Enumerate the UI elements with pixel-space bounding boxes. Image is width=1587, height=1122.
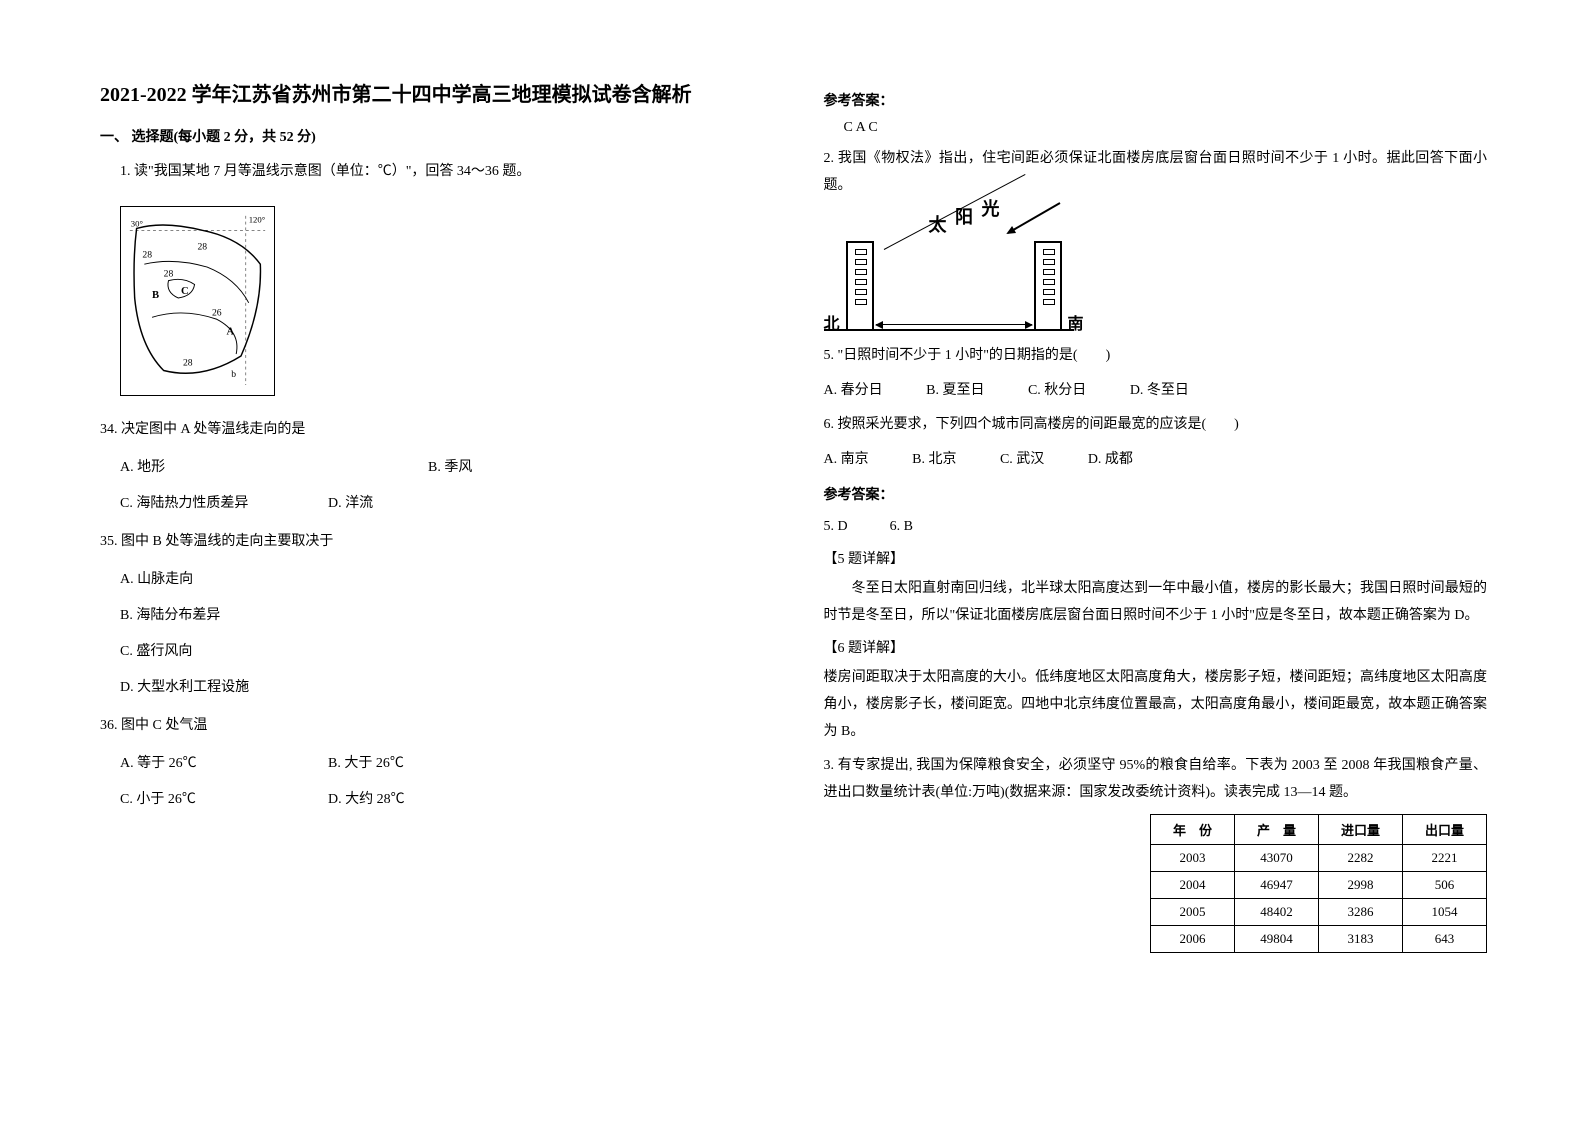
q6-opt-d: D. 成都 (1088, 452, 1133, 467)
map-svg: 30° 120° 28 28 28 B C 26 A 28 b (125, 211, 270, 390)
q1-answer: C A C (844, 120, 1488, 136)
th-prod: 产 量 (1234, 815, 1318, 845)
q34-opt-a: A. 地形 (120, 454, 380, 482)
svg-text:C: C (181, 286, 189, 297)
q36-opt-c: C. 小于 26℃ (120, 786, 280, 814)
q36-opt-d: D. 大约 28℃ (328, 786, 405, 814)
svg-text:28: 28 (197, 242, 207, 253)
q3-stem: 3. 有专家提出, 我国为保障粮食安全，必须坚守 95%的粮食自给率。下表为 2… (824, 753, 1488, 806)
q34-opt-c: C. 海陆热力性质差异 (120, 490, 280, 518)
th-year: 年 份 (1150, 815, 1234, 845)
q3-table: 年 份 产 量 进口量 出口量 2003 43070 2282 2221 200… (1150, 814, 1487, 953)
q35-opt-b: B. 海陆分布差异 (120, 602, 220, 630)
q36-opt-a: A. 等于 26℃ (120, 750, 280, 778)
detail6-heading: 【6 题详解】 (824, 637, 1488, 657)
answer-heading-1: 参考答案： (824, 90, 1488, 110)
q35-stem: 35. 图中 B 处等温线的走向主要取决于 (100, 528, 764, 556)
svg-text:B: B (152, 290, 159, 301)
ground-line (824, 329, 1074, 331)
svg-text:b: b (231, 369, 236, 380)
detail6-text: 楼房间距取决于太阳高度的大小。低纬度地区太阳高度角大，楼房影子短，楼间距短；高纬… (824, 665, 1488, 745)
q1-map-figure: 30° 120° 28 28 28 B C 26 A 28 b (120, 206, 275, 396)
sun-ray-icon (1007, 202, 1060, 234)
q2-stem: 2. 我国《物权法》指出，住宅间距必须保证北面楼房底层窗台面日照时间不少于 1 … (824, 146, 1488, 199)
table-header-row: 年 份 产 量 进口量 出口量 (1150, 815, 1486, 845)
q6-opt-c: C. 武汉 (1000, 452, 1044, 467)
q5-stem: 5. "日照时间不少于 1 小时"的日期指的是( ) (824, 343, 1488, 370)
answer-heading-2: 参考答案： (824, 484, 1488, 504)
svg-text:30°: 30° (131, 218, 144, 228)
svg-text:28: 28 (142, 249, 152, 260)
detail5-text: 冬至日太阳直射南回归线，北半球太阳高度达到一年中最小值，楼房的影长最大；我国日照… (824, 576, 1488, 629)
q35-opt-c: C. 盛行风向 (120, 638, 192, 666)
svg-text:26: 26 (212, 307, 222, 318)
q5-opt-b: B. 夏至日 (926, 383, 984, 398)
q34-stem: 34. 决定图中 A 处等温线走向的是 (100, 416, 764, 444)
svg-text:120°: 120° (249, 215, 266, 225)
q36-opt-b: B. 大于 26℃ (328, 750, 404, 778)
north-label: 北 (824, 310, 840, 334)
q6-opt-b: B. 北京 (912, 452, 956, 467)
section-heading: 一、 选择题(每小题 2 分，共 52 分) (100, 126, 764, 146)
q34-opt-b: B. 季风 (428, 454, 472, 482)
th-import: 进口量 (1318, 815, 1402, 845)
distance-arrow-icon (876, 324, 1032, 325)
south-building (1034, 241, 1062, 331)
table-row: 2006 49804 3183 643 (1150, 926, 1486, 953)
q36-stem: 36. 图中 C 处气温 (100, 712, 764, 740)
q5-opt-c: C. 秋分日 (1028, 383, 1086, 398)
detail5-heading: 【5 题详解】 (824, 548, 1488, 568)
q2-diagram: 太 阳 光 北 南 (824, 211, 1104, 331)
q5-opt-d: D. 冬至日 (1130, 383, 1189, 398)
th-export: 出口量 (1402, 815, 1486, 845)
table-row: 2005 48402 3286 1054 (1150, 899, 1486, 926)
svg-text:A: A (226, 327, 234, 338)
south-label: 南 (1068, 310, 1084, 334)
q35-opt-d: D. 大型水利工程设施 (120, 674, 249, 702)
q6-opt-a: A. 南京 (824, 452, 869, 467)
q5-opt-a: A. 春分日 (824, 383, 883, 398)
page-title: 2021-2022 学年江苏省苏州市第二十四中学高三地理模拟试卷含解析 (100, 80, 764, 110)
q34-opt-d: D. 洋流 (328, 490, 373, 518)
table-row: 2003 43070 2282 2221 (1150, 845, 1486, 872)
q35-opt-a: A. 山脉走向 (120, 566, 193, 594)
q2-answers: 5. D 6. B (824, 514, 1488, 541)
q1-stem: 1. 读"我国某地 7 月等温线示意图（单位：℃）"，回答 34～36 题。 (120, 158, 764, 186)
north-building (846, 241, 874, 331)
svg-text:28: 28 (164, 269, 174, 280)
table-row: 2004 46947 2998 506 (1150, 872, 1486, 899)
svg-text:28: 28 (183, 358, 193, 369)
q6-stem: 6. 按照采光要求，下列四个城市同高楼房的间距最宽的应该是( ) (824, 412, 1488, 439)
sun-char-3: 光 (982, 199, 1000, 219)
